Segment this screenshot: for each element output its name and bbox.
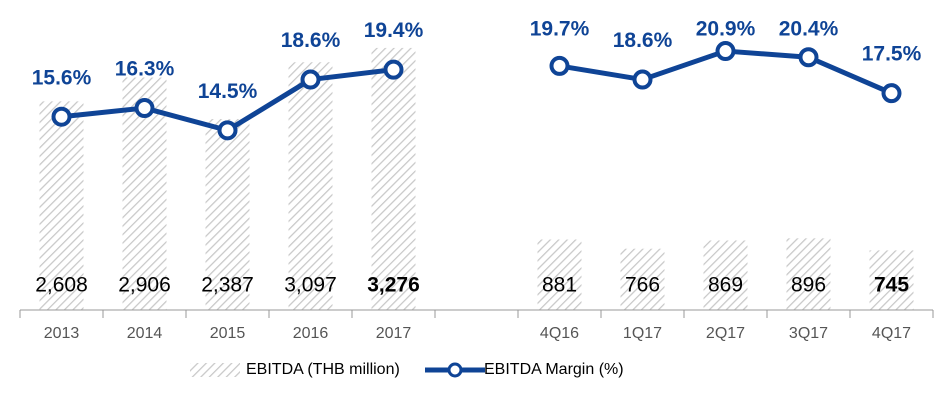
line-label: 16.3%: [115, 58, 175, 81]
margin-line: [61, 48, 893, 133]
line-label: 19.7%: [530, 18, 590, 41]
line-point: [134, 98, 155, 119]
x-tick-label: 4Q16: [540, 325, 579, 342]
bar-label: 745: [874, 274, 909, 297]
bar-label: 2,387: [201, 274, 254, 297]
bar: [288, 62, 333, 310]
bar-label: 2,608: [35, 274, 88, 297]
bar: [39, 101, 84, 310]
line-point: [881, 83, 902, 104]
bar: [371, 47, 416, 311]
line-point: [217, 120, 238, 141]
line-point: [549, 55, 570, 76]
bar: [869, 250, 914, 310]
line-point: [51, 106, 72, 127]
bar-label: 3,276: [367, 274, 420, 297]
line-label: 19.4%: [364, 19, 424, 42]
line-label: 17.5%: [862, 43, 922, 66]
x-tick-label: 2013: [44, 325, 80, 342]
bar: [537, 239, 582, 310]
x-tick-label: 3Q17: [789, 325, 828, 342]
x-tick-label: 1Q17: [623, 325, 662, 342]
line-point: [383, 59, 404, 80]
x-tick-label: 2014: [127, 325, 163, 342]
line-point: [798, 47, 819, 68]
line-label: 18.6%: [281, 29, 341, 52]
bar-label: 896: [791, 274, 826, 297]
x-tick-label: 4Q17: [872, 325, 911, 342]
legend-swatch: [190, 363, 240, 377]
legend-swatch: [447, 362, 463, 378]
line-point: [715, 41, 736, 62]
legend-label: EBITDA Margin (%): [484, 361, 624, 378]
line-point: [632, 69, 653, 90]
line-label: 20.4%: [779, 18, 839, 41]
line-label: 18.6%: [613, 29, 673, 52]
line-label: 20.9%: [696, 18, 756, 41]
bar: [620, 248, 665, 310]
bar-label: 869: [708, 274, 743, 297]
legend-label: EBITDA (THB million): [246, 361, 400, 378]
bar-label: 881: [542, 274, 577, 297]
line-label: 14.5%: [198, 80, 258, 103]
x-tick-label: 2016: [293, 325, 329, 342]
line-label: 15.6%: [32, 66, 92, 89]
bar-label: 3,097: [284, 274, 337, 297]
bar-label: 2,906: [118, 274, 171, 297]
x-tick-label: 2017: [376, 325, 412, 342]
line-point: [300, 69, 321, 90]
bar-label: 766: [625, 274, 660, 297]
bar: [205, 119, 250, 310]
bar: [703, 240, 748, 310]
x-tick-label: 2Q17: [706, 325, 745, 342]
x-tick-label: 2015: [210, 325, 246, 342]
bar: [786, 238, 831, 310]
